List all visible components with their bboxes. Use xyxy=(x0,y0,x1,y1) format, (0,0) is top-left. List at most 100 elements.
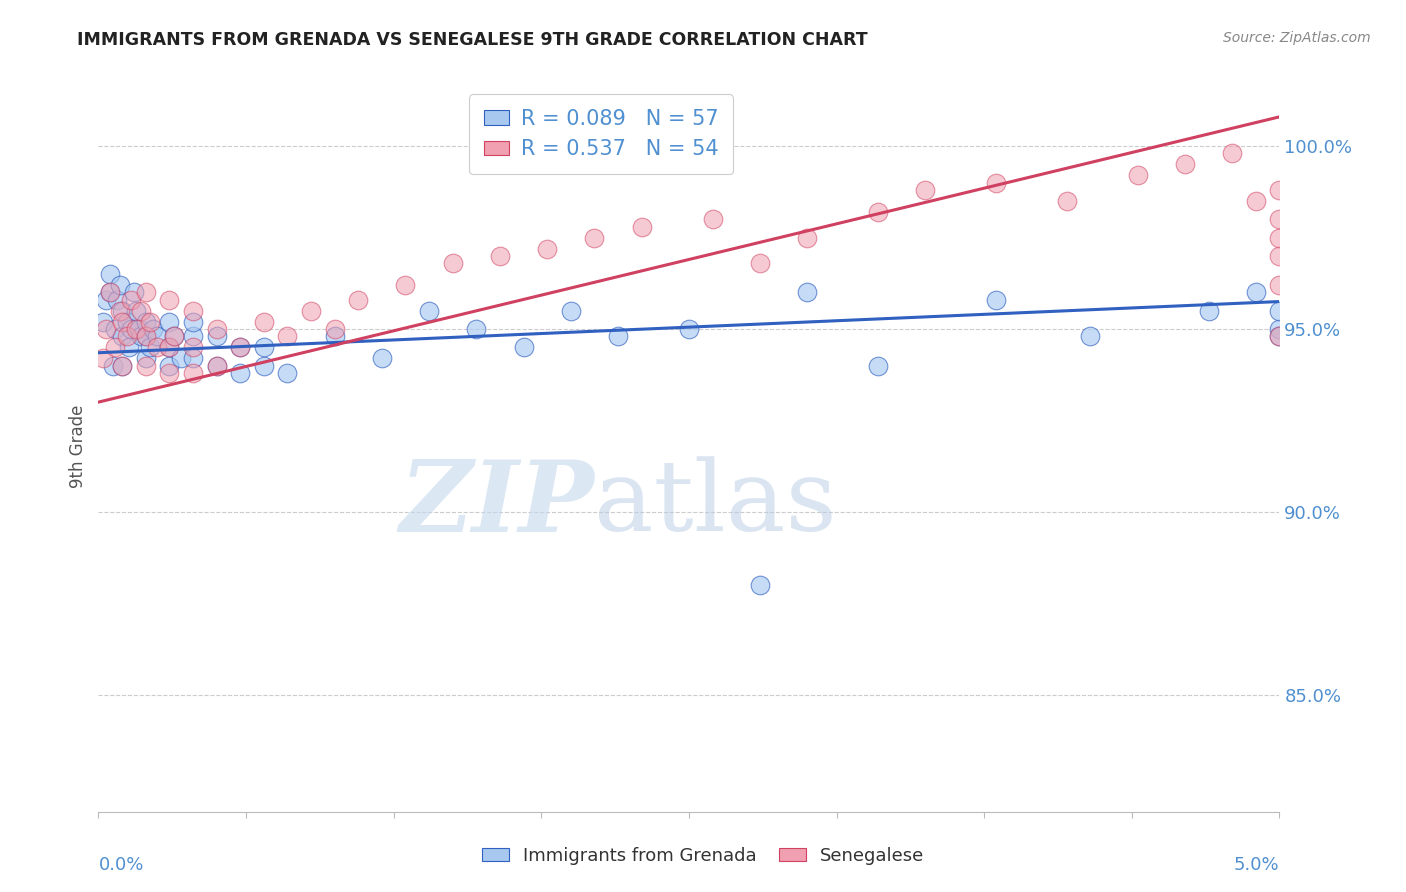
Point xyxy=(512,340,534,354)
Point xyxy=(678,322,700,336)
Point xyxy=(91,351,114,366)
Y-axis label: 9th Grade: 9th Grade xyxy=(69,404,87,488)
Point xyxy=(111,359,134,373)
Text: 0.0%: 0.0% xyxy=(98,855,143,873)
Point xyxy=(146,340,169,354)
Point xyxy=(181,329,204,343)
Point xyxy=(101,359,124,373)
Point xyxy=(135,329,157,343)
Point xyxy=(111,315,134,329)
Point xyxy=(115,315,138,329)
Point xyxy=(796,230,818,244)
Point xyxy=(205,359,228,373)
Point xyxy=(536,242,558,256)
Point xyxy=(229,340,252,354)
Point xyxy=(347,293,370,307)
Point xyxy=(163,329,186,343)
Point xyxy=(1268,329,1291,343)
Point xyxy=(866,205,889,219)
Point xyxy=(94,293,117,307)
Point xyxy=(157,340,180,354)
Point xyxy=(146,329,169,343)
Point xyxy=(1220,146,1243,161)
Point xyxy=(630,219,652,234)
Point xyxy=(111,359,134,373)
Point xyxy=(253,340,276,354)
Point xyxy=(139,315,162,329)
Point xyxy=(1268,329,1291,343)
Point xyxy=(205,329,228,343)
Point xyxy=(1244,285,1267,300)
Point xyxy=(276,329,298,343)
Point xyxy=(1056,194,1078,208)
Point xyxy=(418,303,440,318)
Point xyxy=(135,285,157,300)
Point xyxy=(984,176,1007,190)
Point xyxy=(1244,194,1267,208)
Point xyxy=(253,315,276,329)
Point xyxy=(128,322,150,336)
Point xyxy=(181,351,204,366)
Point xyxy=(104,340,127,354)
Point xyxy=(157,315,180,329)
Point xyxy=(181,340,204,354)
Text: atlas: atlas xyxy=(595,457,837,552)
Point xyxy=(104,322,127,336)
Point xyxy=(205,359,228,373)
Point xyxy=(229,366,252,380)
Point xyxy=(91,315,114,329)
Legend: R = 0.089   N = 57, R = 0.537   N = 54: R = 0.089 N = 57, R = 0.537 N = 54 xyxy=(470,95,734,174)
Point xyxy=(157,340,180,354)
Point xyxy=(1268,278,1291,293)
Point xyxy=(142,322,165,336)
Point xyxy=(125,322,148,336)
Point xyxy=(157,293,180,307)
Point xyxy=(866,359,889,373)
Point xyxy=(229,340,252,354)
Point xyxy=(181,303,204,318)
Text: 5.0%: 5.0% xyxy=(1234,855,1279,873)
Point xyxy=(121,322,143,336)
Point xyxy=(135,315,157,329)
Point xyxy=(323,329,346,343)
Point xyxy=(796,285,818,300)
Point xyxy=(560,303,582,318)
Point xyxy=(139,340,162,354)
Point xyxy=(748,578,770,592)
Point xyxy=(1268,183,1291,197)
Point xyxy=(1268,212,1291,227)
Point xyxy=(135,329,157,343)
Point xyxy=(984,293,1007,307)
Point xyxy=(115,329,138,343)
Point xyxy=(170,351,193,366)
Point xyxy=(98,267,121,281)
Point xyxy=(98,285,121,300)
Point xyxy=(121,293,143,307)
Point xyxy=(205,322,228,336)
Point xyxy=(299,303,322,318)
Point xyxy=(1268,322,1291,336)
Point xyxy=(607,329,630,343)
Point xyxy=(111,303,134,318)
Point xyxy=(181,366,204,380)
Point xyxy=(94,322,117,336)
Point xyxy=(1268,230,1291,244)
Point xyxy=(702,212,724,227)
Point xyxy=(394,278,416,293)
Point xyxy=(1198,303,1220,318)
Point xyxy=(583,230,606,244)
Point xyxy=(748,256,770,270)
Legend: Immigrants from Grenada, Senegalese: Immigrants from Grenada, Senegalese xyxy=(474,840,932,872)
Point xyxy=(111,329,134,343)
Text: Source: ZipAtlas.com: Source: ZipAtlas.com xyxy=(1223,31,1371,45)
Point xyxy=(253,359,276,373)
Point xyxy=(118,340,141,354)
Point xyxy=(105,293,128,307)
Point xyxy=(441,256,464,270)
Point xyxy=(1268,249,1291,263)
Text: ZIP: ZIP xyxy=(399,457,595,553)
Text: IMMIGRANTS FROM GRENADA VS SENEGALESE 9TH GRADE CORRELATION CHART: IMMIGRANTS FROM GRENADA VS SENEGALESE 9T… xyxy=(77,31,868,49)
Point xyxy=(276,366,298,380)
Point xyxy=(157,359,180,373)
Point xyxy=(157,366,180,380)
